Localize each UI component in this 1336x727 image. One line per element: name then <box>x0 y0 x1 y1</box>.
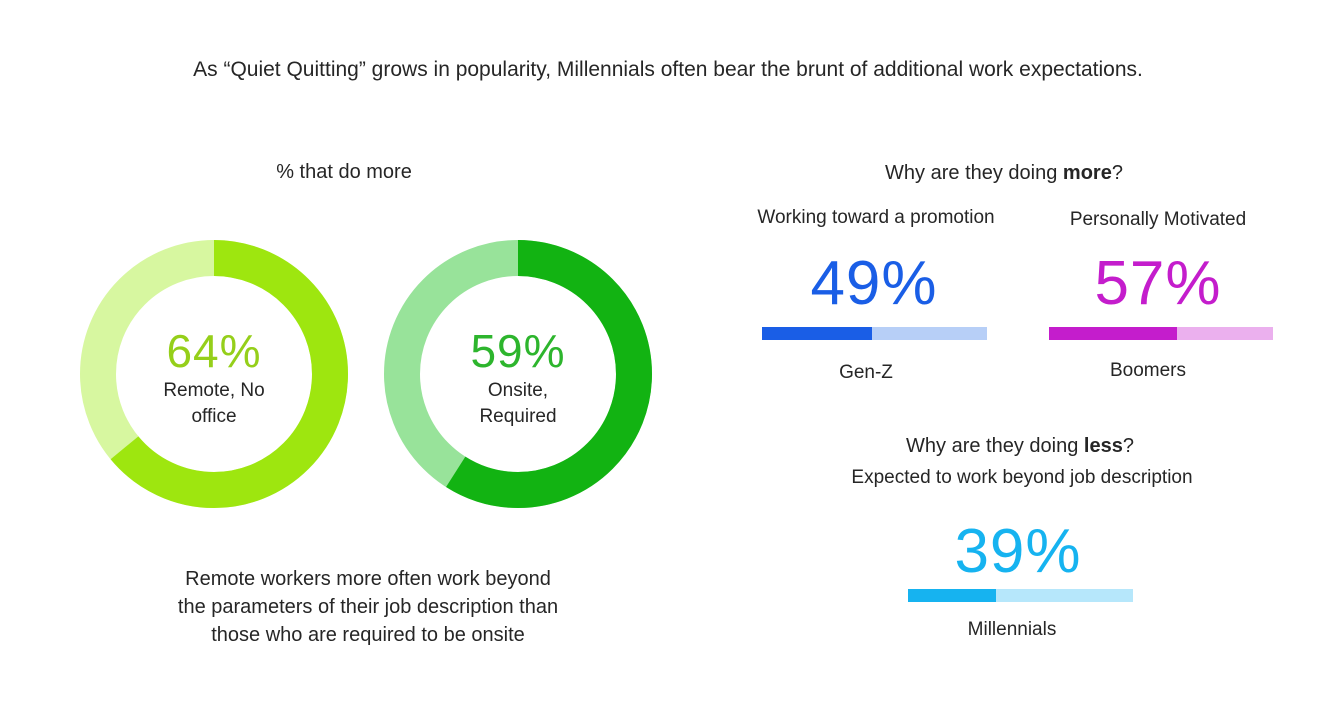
stat-value: 49% <box>810 249 938 318</box>
stat-reason: Personally Motivated <box>1069 209 1247 230</box>
stat-group: Boomers <box>1109 360 1187 381</box>
stat-bar-fill <box>908 589 996 602</box>
stat-value: 39% <box>954 517 1082 586</box>
donut-label-line: office <box>191 406 237 427</box>
stat-bar-fill <box>762 327 873 340</box>
why-more-suffix: ? <box>1111 162 1123 184</box>
stat-group: Millennials <box>967 619 1057 640</box>
stat-bar-remaining <box>1176 327 1273 340</box>
stat-bar-remaining <box>995 589 1133 602</box>
why-less-title: Why are they doing less? <box>820 435 1220 458</box>
donut-label-line: Onsite, <box>487 380 549 401</box>
donut-chart-remote: 64% Remote, No office <box>78 238 350 510</box>
stat-group: Gen-Z <box>839 362 893 383</box>
donut-filled-arc <box>80 240 348 508</box>
why-less-subtitle: Expected to work beyond job description <box>851 467 1193 488</box>
stat-bar <box>762 327 987 340</box>
caption-line: Remote workers more often work beyond <box>185 568 551 590</box>
donut-filled-arc <box>384 240 652 508</box>
stat-reason: Working toward a promotion <box>757 207 995 228</box>
why-less-bold: less <box>1083 435 1123 457</box>
donut-label: Remote, No office <box>144 378 284 430</box>
donut-value: 64% <box>166 325 262 377</box>
donut-label-line: Required <box>479 406 557 427</box>
donut-label-line: Remote, No <box>163 380 265 401</box>
donut-svg-remote <box>80 240 348 508</box>
stat-bar <box>1049 327 1273 340</box>
why-more-bold: more <box>1062 162 1112 184</box>
stat-value: 57% <box>1094 249 1222 318</box>
stat-bar <box>908 589 1133 602</box>
why-less-suffix: ? <box>1122 435 1134 457</box>
donut-value: 59% <box>470 325 566 377</box>
stat-bar-fill <box>1049 327 1177 340</box>
caption-line: those who are required to be onsite <box>211 624 525 646</box>
donut-svg-onsite <box>384 240 652 508</box>
stat-bar-remaining <box>872 327 987 340</box>
headline: As “Quiet Quitting” grows in popularity,… <box>193 58 1143 81</box>
donut-section-title: % that do more <box>276 161 412 183</box>
left-caption: Remote workers more often work beyond th… <box>118 565 618 649</box>
why-more-prefix: Why are they doing <box>885 162 1063 184</box>
why-more-title: Why are they doing more? <box>804 162 1204 185</box>
donut-label: Onsite, Required <box>448 378 588 430</box>
why-less-prefix: Why are they doing <box>906 435 1084 457</box>
caption-line: the parameters of their job description … <box>177 596 559 618</box>
donut-chart-onsite: 59% Onsite, Required <box>382 238 654 510</box>
